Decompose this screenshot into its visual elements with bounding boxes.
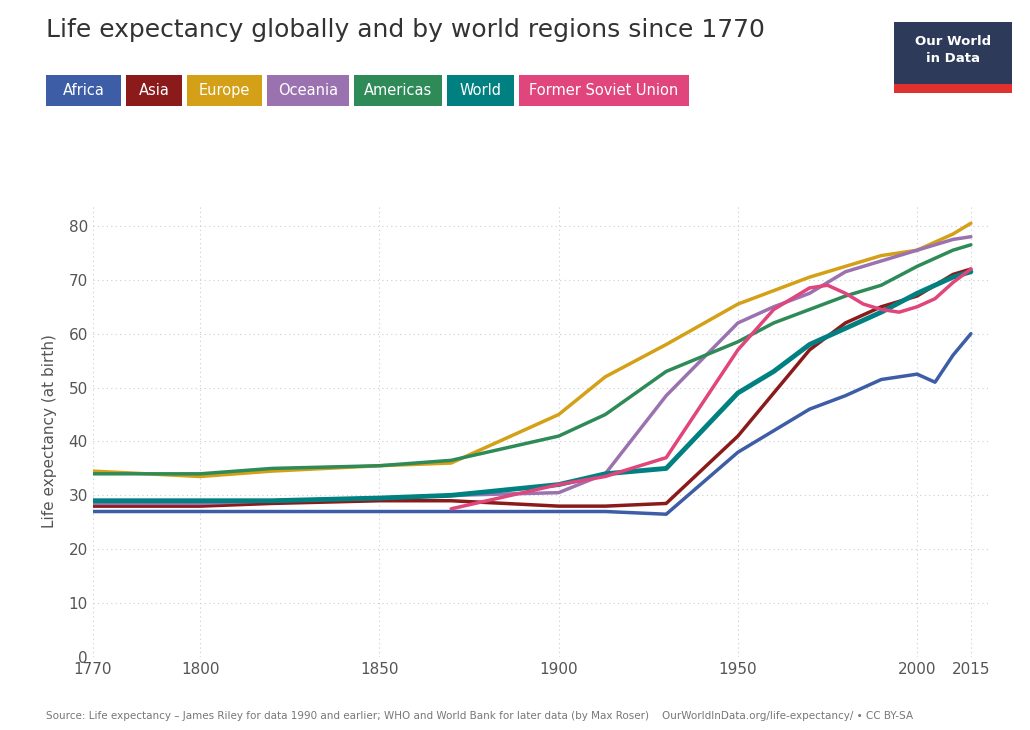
Text: Life expectancy globally and by world regions since 1770: Life expectancy globally and by world re…: [46, 18, 765, 42]
Text: World: World: [459, 83, 502, 98]
Text: Europe: Europe: [199, 83, 250, 98]
Text: Former Soviet Union: Former Soviet Union: [529, 83, 679, 98]
Y-axis label: Life expectancy (at birth): Life expectancy (at birth): [42, 334, 58, 528]
Text: Oceania: Oceania: [278, 83, 338, 98]
Text: Africa: Africa: [63, 83, 104, 98]
Text: Asia: Asia: [139, 83, 169, 98]
Text: Our World
in Data: Our World in Data: [916, 35, 991, 65]
Text: Americas: Americas: [364, 83, 433, 98]
Text: Source: Life expectancy – James Riley for data 1990 and earlier; WHO and World B: Source: Life expectancy – James Riley fo…: [46, 711, 914, 721]
